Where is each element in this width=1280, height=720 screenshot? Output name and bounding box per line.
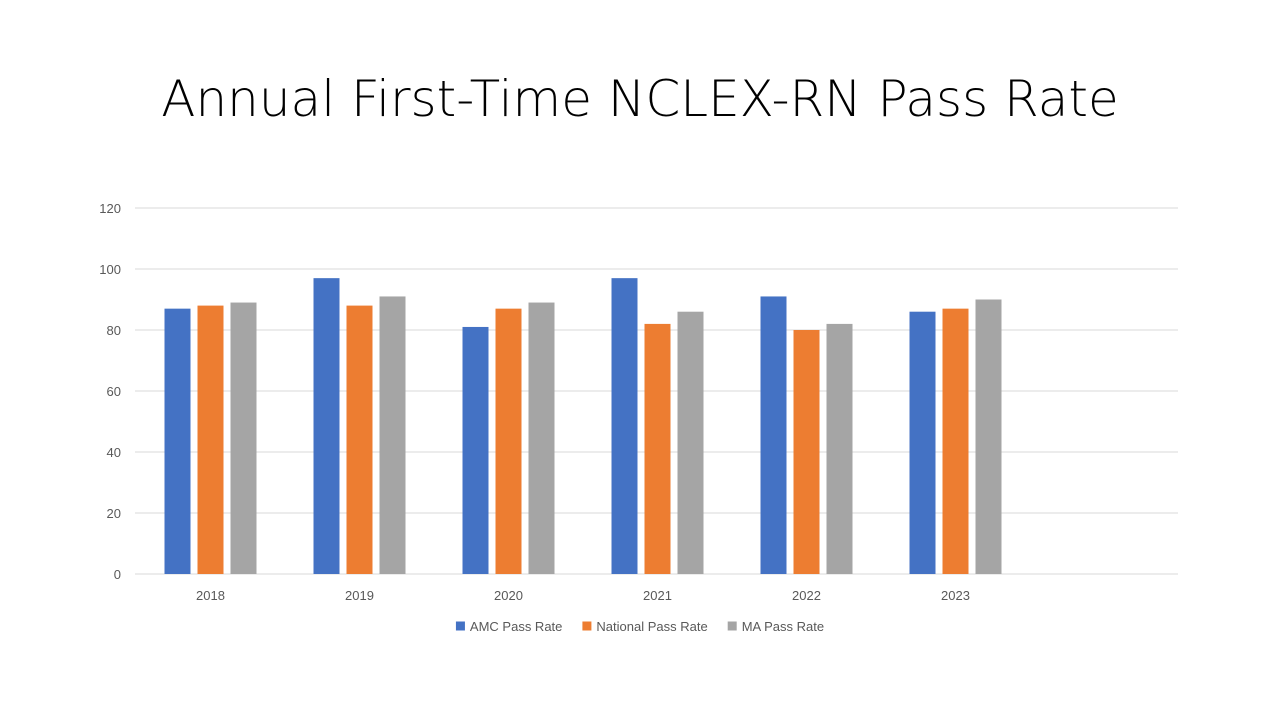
legend-label-national-pass-rate: National Pass Rate bbox=[596, 619, 707, 634]
y-tick-label-120: 120 bbox=[99, 201, 121, 216]
legend-label-ma-pass-rate: MA Pass Rate bbox=[742, 619, 824, 634]
bar-2023-ma-pass-rate bbox=[975, 299, 1002, 574]
y-axis-tick-labels: 0 20 40 60 80 100 120 bbox=[99, 201, 121, 582]
bar-2019-ma-pass-rate bbox=[379, 296, 406, 574]
bar-2018-amc-pass-rate bbox=[164, 308, 191, 574]
bar-2021-ma-pass-rate bbox=[677, 311, 704, 574]
y-tick-label-0: 0 bbox=[114, 567, 121, 582]
bar-2019-national-pass-rate bbox=[346, 305, 373, 574]
y-tick-label-100: 100 bbox=[99, 262, 121, 277]
bar-2018-ma-pass-rate bbox=[230, 302, 257, 574]
x-tick-label-2022: 2022 bbox=[792, 588, 821, 603]
legend-swatch-ma-pass-rate bbox=[727, 621, 737, 631]
x-tick-label-2021: 2021 bbox=[643, 588, 672, 603]
y-tick-label-40: 40 bbox=[107, 445, 121, 460]
legend: AMC Pass Rate National Pass Rate MA Pass R… bbox=[455, 619, 824, 634]
legend-swatch-amc-pass-rate bbox=[455, 621, 465, 631]
bar-2019-amc-pass-rate bbox=[313, 278, 340, 574]
bar-2020-national-pass-rate bbox=[495, 308, 522, 574]
bar-2022-ma-pass-rate bbox=[826, 323, 853, 574]
x-tick-label-2020: 2020 bbox=[494, 588, 523, 603]
slide-title: Annual First-Time NCLEX-RN Pass Rate bbox=[161, 70, 1119, 128]
bar-2021-national-pass-rate bbox=[644, 323, 671, 574]
bars bbox=[164, 278, 1002, 574]
bar-2022-amc-pass-rate bbox=[760, 296, 787, 574]
x-tick-label-2018: 2018 bbox=[196, 588, 225, 603]
bar-2021-amc-pass-rate bbox=[611, 278, 638, 574]
bar-2022-national-pass-rate bbox=[793, 330, 820, 574]
bar-2018-national-pass-rate bbox=[197, 305, 224, 574]
legend-swatch-national-pass-rate bbox=[582, 621, 592, 631]
x-axis-tick-labels: 2018 2019 2020 2021 2022 2023 bbox=[196, 588, 970, 603]
y-tick-label-20: 20 bbox=[107, 506, 121, 521]
bar-2020-amc-pass-rate bbox=[462, 326, 489, 574]
bar-2023-national-pass-rate bbox=[942, 308, 969, 574]
y-tick-label-60: 60 bbox=[107, 384, 121, 399]
bar-2023-amc-pass-rate bbox=[909, 311, 936, 574]
legend-label-amc-pass-rate: AMC Pass Rate bbox=[470, 619, 562, 634]
x-tick-label-2023: 2023 bbox=[941, 588, 970, 603]
y-tick-label-80: 80 bbox=[107, 323, 121, 338]
x-tick-label-2019: 2019 bbox=[345, 588, 374, 603]
bar-2020-ma-pass-rate bbox=[528, 302, 555, 574]
